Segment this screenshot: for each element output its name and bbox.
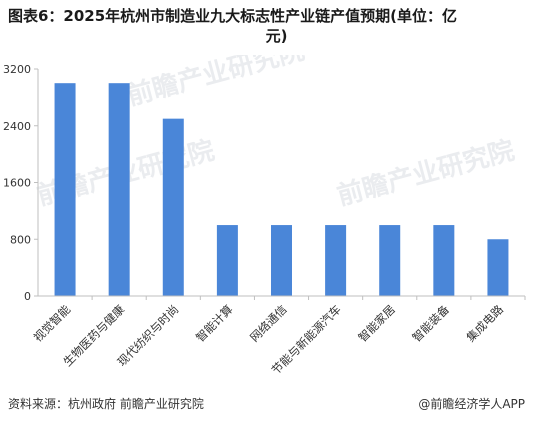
chart-title-line1: 图表6：2025年杭州市制造业九大标志性产业链产值预期(单位：亿 bbox=[8, 7, 458, 25]
bars bbox=[54, 83, 509, 296]
brand-credit: @前瞻经济学人APP bbox=[418, 395, 525, 412]
bar bbox=[108, 83, 130, 296]
bar bbox=[433, 225, 455, 296]
watermark-group: 前瞻产业研究院 前瞻产业研究院 前瞻产业研究院 bbox=[34, 55, 518, 212]
bar bbox=[54, 83, 76, 296]
brand-text: @前瞻经济学人APP bbox=[418, 397, 525, 411]
y-tick-label: 800 bbox=[10, 233, 31, 246]
x-tick-label: 智能家居 bbox=[355, 302, 397, 344]
x-tick-label: 网络通信 bbox=[247, 302, 289, 344]
watermark-text: 前瞻产业研究院 bbox=[124, 55, 308, 112]
bar bbox=[162, 118, 184, 296]
y-tick-label: 1600 bbox=[3, 177, 31, 190]
source-note: 资料来源：杭州政府 前瞻产业研究院 bbox=[8, 397, 204, 411]
bar bbox=[487, 239, 509, 296]
bar-chart: 前瞻产业研究院 前瞻产业研究院 前瞻产业研究院 0 800 1600 2400 3200… bbox=[3, 55, 526, 377]
x-tick-label: 智能计算 bbox=[193, 302, 235, 344]
x-tick-label: 集成电路 bbox=[464, 302, 507, 345]
x-tick-label: 视觉智能 bbox=[31, 302, 74, 345]
watermark-text: 前瞻产业研究院 bbox=[334, 135, 518, 212]
chart-title-line2: 元) bbox=[265, 27, 288, 45]
y-tick-label: 2400 bbox=[3, 120, 31, 133]
y-axis: 0 800 1600 2400 3200 bbox=[3, 63, 39, 303]
bar bbox=[216, 225, 238, 296]
y-tick-label: 3200 bbox=[3, 63, 31, 76]
bar bbox=[271, 225, 292, 296]
bar bbox=[379, 225, 401, 296]
chart-title: 图表6：2025年杭州市制造业九大标志性产业链产值预期(单位：亿 元) bbox=[8, 6, 525, 46]
y-tick-label: 0 bbox=[24, 290, 31, 303]
x-tick-label: 智能装备 bbox=[410, 302, 453, 345]
bar bbox=[325, 225, 347, 296]
